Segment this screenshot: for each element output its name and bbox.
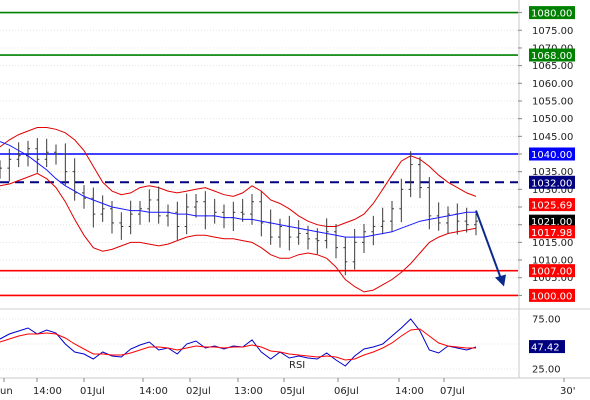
forecast-arrow-head xyxy=(495,274,506,287)
rsi-panel-title: RSI xyxy=(289,360,305,371)
level-tag-1068.00: 1068.00 xyxy=(531,51,572,62)
time-tick-label: 02Jul xyxy=(186,386,211,397)
level-tag-bg xyxy=(529,6,575,20)
price-tick-label: 1035.00 xyxy=(532,167,573,178)
price-tick-label: 1075.00 xyxy=(532,26,573,37)
rsi-value-tag-47.42: 47.42 xyxy=(531,343,560,354)
level-tag-bg xyxy=(529,48,575,62)
time-tick-label: 14:00 xyxy=(33,386,62,397)
lower-band-line xyxy=(0,172,477,293)
level-tag-1007.00: 1007.00 xyxy=(531,267,572,278)
time-tick-label: 06Jul xyxy=(334,386,359,397)
forecast-arrow-shaft xyxy=(475,210,503,282)
level-lines xyxy=(0,11,518,297)
time-tick-label: 30' xyxy=(560,386,575,397)
rsi-tick-label: 25.00 xyxy=(532,365,561,376)
bollinger-bands xyxy=(0,127,477,293)
moving-average-line xyxy=(0,141,476,238)
value-tag-bg xyxy=(529,214,575,228)
level-tag-bg xyxy=(529,288,575,302)
time-tick-label: un xyxy=(0,386,13,397)
time-tick-label: 07Jul xyxy=(440,386,465,397)
price-tick-label: 1010.00 xyxy=(532,256,573,267)
value-tag-bg xyxy=(529,198,575,212)
time-tick-label: 14:00 xyxy=(139,386,168,397)
level-tag-1032.00: 1032.00 xyxy=(531,178,572,189)
price-tick-label: 1015.00 xyxy=(532,238,573,249)
level-tag-1040.00: 1040.00 xyxy=(531,150,572,161)
forecast-arrow xyxy=(475,210,506,287)
price-tick-label: 1065.00 xyxy=(532,61,573,72)
level-tags: 1080.00 1068.00 1040.00 1032.00 1007.00 1000.… xyxy=(529,6,575,302)
price-tick-label: 1050.00 xyxy=(532,114,573,125)
rsi-gridlines xyxy=(0,318,518,370)
price-tick-label: 1060.00 xyxy=(532,79,573,90)
time-axis: un 14:00 01Jul 14:00 02Jul 13:00 05Jul 06Jul 14:… xyxy=(0,378,575,397)
rsi-line-0 xyxy=(0,318,477,367)
value-tag-bg xyxy=(529,225,575,239)
upper-band-line xyxy=(0,127,477,227)
rsi-tick-label: 75.00 xyxy=(532,315,561,326)
rsi-line-1 xyxy=(0,328,476,361)
price-tick-label: 1055.00 xyxy=(532,96,573,107)
level-tag-bg xyxy=(529,147,575,161)
time-tick-label: 05Jul xyxy=(280,386,305,397)
value-tag-1017.98: 1017.98 xyxy=(531,228,572,239)
level-tag-1080.00: 1080.00 xyxy=(531,9,572,20)
rsi-value-tag-bg xyxy=(529,340,565,354)
level-tag-bg xyxy=(529,264,575,278)
moving-average xyxy=(0,141,476,238)
value-tag-1021.00: 1021.00 xyxy=(531,217,572,228)
value-tag-1025.69: 1025.69 xyxy=(531,201,572,212)
level-tag-bg xyxy=(529,175,575,189)
price-tick-label: 1030.00 xyxy=(532,185,573,196)
time-tick-label: 14:00 xyxy=(395,386,424,397)
price-tick-label: 1045.00 xyxy=(532,132,573,143)
time-tick-label: 13:00 xyxy=(234,386,263,397)
level-tag-1000.00: 1000.00 xyxy=(531,291,572,302)
price-tick-label: 1005.00 xyxy=(532,273,573,284)
rsi-lines xyxy=(0,318,477,367)
time-tick-label: 01Jul xyxy=(80,386,105,397)
